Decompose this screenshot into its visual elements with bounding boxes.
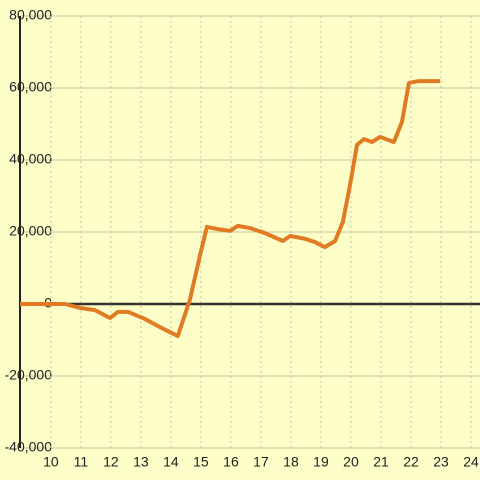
- x-tick-label: 20: [343, 454, 359, 470]
- x-tick-label: 16: [223, 454, 239, 470]
- y-tick-label: -20,000: [5, 367, 53, 383]
- x-tick-label: 12: [103, 454, 119, 470]
- x-tick-label: 18: [283, 454, 299, 470]
- x-tick-label: 23: [433, 454, 449, 470]
- x-tick-label: 14: [163, 454, 179, 470]
- x-tick-label: 24: [463, 454, 479, 470]
- y-tick-label: 80,000: [9, 7, 52, 23]
- x-tick-label: 15: [193, 454, 209, 470]
- x-tick-label: 19: [313, 454, 329, 470]
- y-tick-label: -40,000: [5, 439, 53, 455]
- x-tick-label: 11: [74, 454, 89, 470]
- x-tick-label: 17: [253, 454, 269, 470]
- line-series: [20, 79, 441, 339]
- x-tick-label: 22: [403, 454, 419, 470]
- y-tick-label: 40,000: [9, 151, 52, 167]
- x-tick-label: 13: [133, 454, 149, 470]
- x-tick-label: 21: [373, 454, 389, 470]
- y-tick-label: 60,000: [9, 79, 52, 95]
- y-tick-label: 20,000: [9, 223, 52, 239]
- x-tick-label: 10: [43, 454, 59, 470]
